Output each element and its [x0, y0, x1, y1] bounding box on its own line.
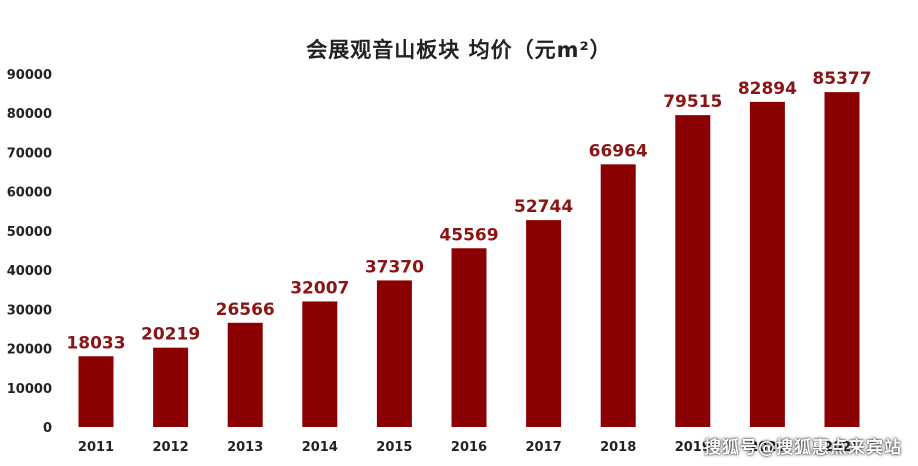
y-axis: 0 10000 20000 30000 40000 50000 60000 70000 8000… [7, 68, 52, 436]
y-tick-label: 50000 [7, 225, 52, 240]
y-tick-label: 10000 [7, 382, 52, 397]
data-label-2016: 45569 [439, 225, 498, 245]
bars [78, 92, 860, 428]
bar-2014 [302, 301, 338, 427]
x-tick-label-2015: 2015 [376, 440, 412, 455]
bar-2019 [675, 115, 711, 427]
data-labels: 18033 20219 26566 32007 37370 45569 52744 66964… [66, 69, 871, 353]
bar-2020 [749, 101, 785, 427]
bar-2017 [526, 220, 562, 427]
x-tick-label-2018: 2018 [600, 440, 636, 455]
y-tick-label: 60000 [7, 186, 52, 201]
data-label-2021: 85377 [812, 69, 871, 89]
x-tick-label-2013: 2013 [227, 440, 263, 455]
data-label-2019: 79515 [663, 92, 722, 112]
data-label-2014: 32007 [290, 278, 349, 298]
data-label-2018: 66964 [589, 141, 648, 161]
data-label-2012: 20219 [141, 325, 200, 345]
bar-2015 [376, 280, 412, 427]
y-tick-label: 90000 [7, 68, 52, 83]
x-tick-label-2021: 2021 [824, 440, 860, 455]
x-tick-label-2011: 2011 [78, 440, 114, 455]
bar-2011 [78, 356, 114, 427]
bar-2018 [600, 164, 636, 428]
y-tick-label: 0 [43, 421, 52, 436]
chart-title: 会展观音山板块 均价（元m²） [306, 38, 612, 62]
watermark: 搜狐号@搜狐惠点来宾站 [704, 438, 902, 458]
data-label-2015: 37370 [365, 257, 424, 277]
y-tick-label: 80000 [7, 107, 52, 122]
y-tick-label: 40000 [7, 264, 52, 279]
x-tick-label-2016: 2016 [451, 440, 487, 455]
y-tick-label: 30000 [7, 303, 52, 318]
data-label-2011: 18033 [66, 333, 125, 353]
bar-2013 [227, 322, 263, 427]
y-tick-label: 70000 [7, 146, 52, 161]
x-tick-label-2012: 2012 [153, 440, 189, 455]
x-tick-label-2019: 2019 [675, 440, 711, 455]
x-tick-label-2017: 2017 [526, 440, 562, 455]
data-label-2020: 82894 [738, 79, 797, 99]
data-label-2017: 52744 [514, 197, 573, 217]
data-label-2013: 26566 [216, 300, 275, 320]
x-tick-label-2020: 2020 [749, 440, 785, 455]
bar-2016 [451, 248, 487, 427]
y-tick-label: 20000 [7, 343, 52, 358]
x-axis: 2011 2012 2013 2014 2015 2016 2017 2018 2019 2020… [78, 440, 860, 455]
bar-2021 [824, 92, 860, 427]
bar-2012 [153, 347, 189, 427]
x-tick-label-2014: 2014 [302, 440, 338, 455]
